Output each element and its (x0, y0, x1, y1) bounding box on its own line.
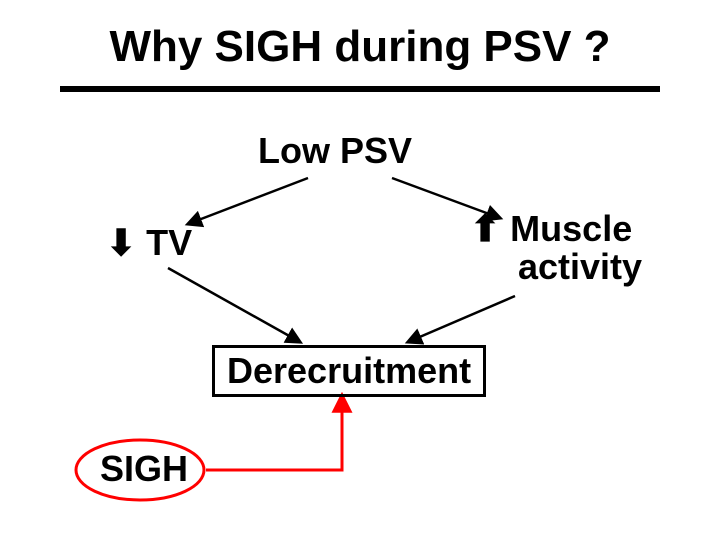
node-muscle-activity: ⬆ Muscle activity (470, 210, 642, 286)
slide: Why SIGH during PSV ? Low PSV ⬇ TV ⬆ Mus… (0, 0, 720, 540)
title-underline (60, 86, 660, 92)
down-arrow-icon: ⬇ (106, 222, 136, 263)
node-low-psv: Low PSV (258, 130, 412, 172)
page-title: Why SIGH during PSV ? (0, 22, 720, 72)
derecruitment-text: Derecruitment (227, 350, 471, 391)
black-arrows (168, 178, 515, 342)
sigh-text: SIGH (100, 448, 188, 489)
node-tv: ⬇ TV (106, 222, 192, 264)
low-psv-text: Low PSV (258, 130, 412, 171)
up-arrow-icon: ⬆ (470, 208, 500, 249)
red-arrows (206, 396, 342, 470)
node-derecruitment: Derecruitment (212, 345, 486, 397)
node-sigh: SIGH (100, 448, 188, 490)
muscle-line1: Muscle (500, 208, 632, 249)
muscle-line2: activity (518, 246, 642, 287)
tv-text: TV (136, 222, 192, 263)
